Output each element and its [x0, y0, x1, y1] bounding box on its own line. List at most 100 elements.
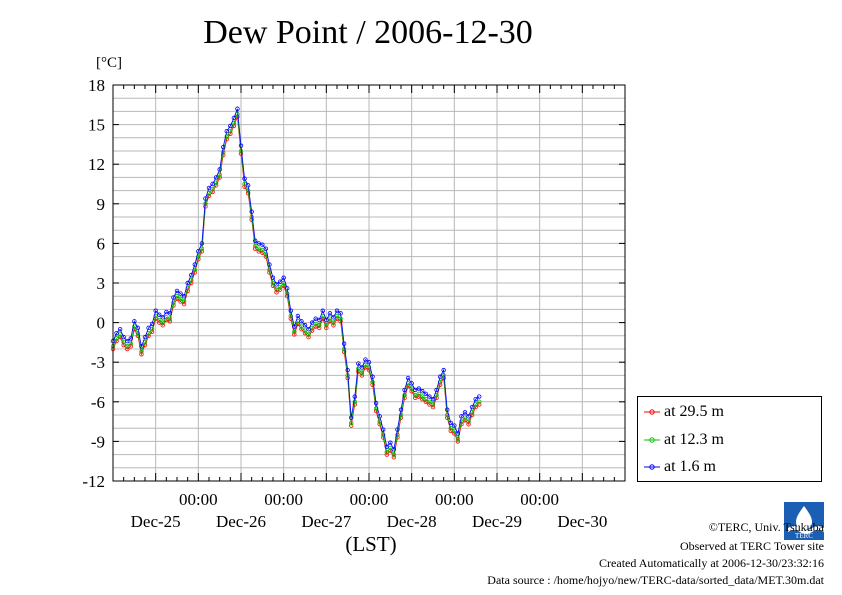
legend-item-12-3m: at 12.3 m: [644, 427, 724, 453]
series-point: [402, 393, 407, 398]
legend-marker-blue: [644, 464, 660, 470]
series-point: [114, 330, 119, 336]
series-point: [473, 396, 478, 402]
series-line-0: [112, 116, 480, 459]
series-point: [345, 367, 350, 373]
series-point: [338, 311, 343, 316]
series-point: [324, 323, 329, 328]
series-point: [320, 308, 325, 313]
series-point: [199, 241, 205, 246]
series-point: [135, 330, 141, 336]
y-tick-label: 0: [97, 314, 106, 333]
series-point: [327, 311, 333, 316]
series-point: [477, 399, 482, 404]
footer-created: Created Automatically at 2006-12-30/23:3…: [599, 556, 824, 570]
series-point: [420, 394, 425, 399]
series-point: [299, 319, 304, 324]
series-point: [391, 455, 397, 460]
series-point: [132, 319, 137, 324]
x-tick-label-date: Dec-30: [557, 512, 607, 531]
series-point: [455, 431, 461, 436]
series-point: [117, 327, 123, 332]
y-tick-label: -3: [91, 353, 105, 372]
series-point: [245, 183, 251, 188]
series-point: [260, 242, 265, 247]
series-point: [331, 323, 336, 328]
x-tick-label-time: 00:00: [179, 490, 218, 509]
series-point: [398, 407, 404, 412]
series-point: [466, 422, 471, 427]
y-tick-label: 9: [97, 195, 106, 214]
series-point: [448, 426, 453, 431]
series-point: [221, 150, 226, 155]
series-point: [352, 394, 357, 399]
series-point: [238, 143, 244, 148]
series-point: [295, 313, 301, 319]
footer-copyright: ©TERC, Univ. Tsukuba: [708, 520, 824, 534]
series-point: [427, 394, 432, 399]
y-tick-label: 6: [97, 234, 106, 253]
series-point: [306, 327, 311, 332]
legend-label: at 29.5 m: [664, 403, 724, 420]
series-point: [341, 346, 347, 352]
series-point: [242, 176, 247, 181]
y-tick-label: 12: [88, 155, 105, 174]
x-tick-label-date: Dec-28: [387, 512, 437, 531]
series-point: [125, 346, 130, 352]
series-point: [245, 188, 251, 193]
series-point: [349, 420, 354, 426]
series-point: [420, 389, 425, 394]
x-axis-label: (LST): [345, 532, 396, 556]
series-point: [430, 396, 436, 402]
series-point: [395, 427, 400, 432]
x-tick-label-date: Dec-26: [216, 512, 266, 531]
series-line-2: [112, 108, 480, 451]
series-point: [423, 391, 429, 397]
legend: at 29.5 m at 12.3 m at 1.6 m: [637, 396, 822, 482]
series-point: [370, 379, 375, 385]
series-point: [384, 452, 389, 457]
series-point: [253, 238, 258, 243]
series-point: [224, 134, 229, 139]
series-point: [445, 407, 450, 412]
series-point: [196, 249, 201, 254]
series-point: [341, 341, 347, 346]
series-point: [466, 414, 471, 419]
series-point: [430, 402, 436, 407]
series-point: [181, 299, 187, 304]
series-point: [405, 375, 411, 381]
series-point: [160, 320, 165, 325]
series-point: [409, 381, 414, 386]
series-point: [249, 209, 254, 214]
series-point: [366, 365, 372, 370]
legend-marker-green: [644, 437, 660, 443]
series-point: [359, 365, 365, 370]
series-point: [306, 334, 311, 340]
series-point: [224, 128, 229, 134]
series-point: [217, 172, 222, 177]
series-point: [370, 374, 375, 379]
series-point: [402, 387, 407, 393]
series-point: [178, 296, 183, 302]
series-point: [377, 414, 382, 419]
series-point: [231, 115, 237, 121]
series-point: [459, 419, 464, 424]
series-point: [423, 396, 429, 402]
y-tick-label: 15: [88, 116, 105, 135]
series-point: [157, 312, 162, 317]
chart-title: Dew Point / 2006-12-30: [203, 14, 533, 51]
series-point: [381, 427, 386, 432]
series-point: [181, 301, 187, 307]
series-point: [398, 412, 404, 418]
series-point: [477, 394, 482, 399]
series-point: [427, 399, 432, 404]
series-point: [171, 295, 176, 300]
series-point: [213, 175, 219, 180]
series-point: [167, 316, 173, 321]
series-point: [309, 320, 315, 325]
series-point: [274, 287, 279, 292]
y-tick-label: -9: [91, 432, 105, 451]
series-point: [277, 284, 283, 290]
series-point: [128, 341, 133, 346]
series-point: [125, 338, 130, 344]
